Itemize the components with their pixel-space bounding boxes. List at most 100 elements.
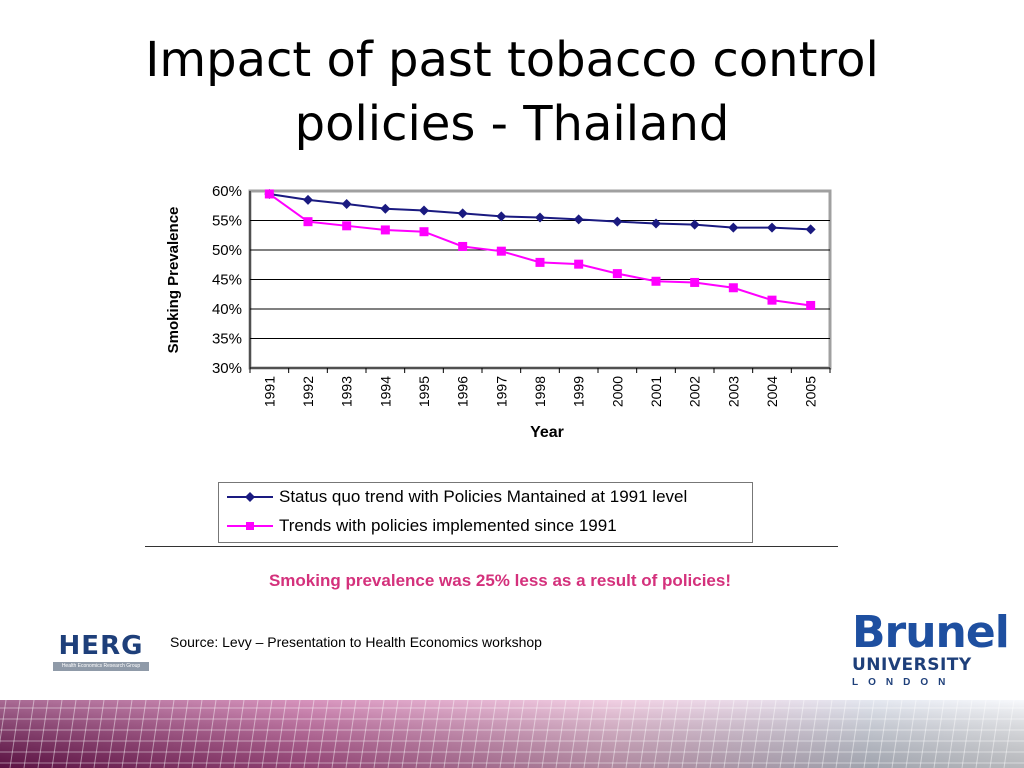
band-grid-line: [485, 700, 497, 768]
band-grid-line: [835, 700, 847, 768]
x-tick-label: 2004: [764, 376, 780, 407]
band-grid-line: [149, 700, 161, 768]
band-grid-line: [359, 700, 371, 768]
band-grid-line: [289, 700, 301, 768]
band-grid-line: [177, 700, 189, 768]
status-quo-point: [651, 218, 661, 229]
band-grid-line: [653, 700, 665, 768]
legend-item-status-quo: Status quo trend with Policies Mantained…: [225, 486, 687, 508]
brunel-logo-word: Brunel: [852, 607, 1010, 658]
band-grid-line: [121, 700, 133, 768]
policies-point: [767, 295, 777, 305]
series-markers: [264, 188, 816, 310]
band-grid-line: [975, 700, 987, 768]
band-grid-line: [849, 700, 861, 768]
band-grid-line: [695, 700, 707, 768]
policies-point: [264, 189, 274, 199]
band-grid-line: [471, 700, 483, 768]
policies-point: [342, 221, 352, 231]
y-tick-label: 55%: [212, 213, 242, 230]
band-grid-line: [415, 700, 427, 768]
status-quo-point: [419, 205, 429, 216]
brunel-university-logo: Brunel UNIVERSITY LONDON: [848, 608, 1010, 690]
y-axis-label: Smoking Prevalence: [165, 207, 182, 354]
band-grid-line: [611, 700, 623, 768]
band-grid-line: [9, 700, 21, 768]
policies-point: [380, 225, 390, 235]
legend-item-policies: Trends with policies implemented since 1…: [225, 515, 617, 537]
band-grid-line: [807, 700, 819, 768]
policies-point: [690, 277, 700, 287]
policies-point: [806, 300, 816, 310]
status-quo-point: [728, 222, 739, 233]
band-grid-line: [681, 700, 693, 768]
status-quo-point: [612, 216, 623, 227]
policies-point: [496, 246, 506, 256]
legend-diamond-marker-icon: [227, 492, 273, 502]
herg-logo-word: HERG: [58, 631, 144, 661]
band-grid-line: [93, 700, 105, 768]
decorative-footer-band: [0, 700, 1024, 768]
band-grid-line: [233, 700, 245, 768]
band-grid-line: [373, 700, 385, 768]
band-grid-line: [457, 700, 469, 768]
band-grid-line: [191, 700, 203, 768]
policies-point: [651, 276, 661, 286]
band-grid-line: [667, 700, 679, 768]
axes: [249, 191, 831, 373]
band-grid-line: [429, 700, 441, 768]
band-grid-line: [625, 700, 637, 768]
band-grid-line: [793, 700, 805, 768]
band-grid-line: [751, 700, 763, 768]
band-grid-line: [303, 700, 315, 768]
x-tick-label: 1994: [377, 376, 393, 407]
band-grid-line: [65, 700, 77, 768]
band-grid-line: [877, 700, 889, 768]
band-grid-line: [821, 700, 833, 768]
band-grid-line: [961, 700, 973, 768]
policies-point: [574, 259, 584, 269]
band-grid-line: [219, 700, 231, 768]
herg-logo-subtitle: Health Economics Research Group: [53, 662, 149, 671]
x-tick-label: 1998: [532, 376, 548, 407]
y-tick-label: 50%: [212, 242, 242, 259]
band-grid-line: [317, 700, 329, 768]
band-grid-line: [527, 700, 539, 768]
callout-text: Smoking prevalence was 25% less as a res…: [268, 571, 732, 590]
band-grid-line: [891, 700, 903, 768]
band-grid-line: [163, 700, 175, 768]
x-tick-label: 1991: [261, 376, 277, 407]
band-grid-line: [23, 700, 35, 768]
band-grid-line: [919, 700, 931, 768]
legend-square-marker-icon: [227, 522, 273, 530]
slide-title-line-1: Impact of past tobacco control: [145, 32, 879, 88]
divider-line: [145, 546, 838, 547]
chart-legend: Status quo trend with Policies Mantained…: [218, 482, 753, 543]
y-tick-labels: 30% 35% 40% 45% 50% 55% 60%: [212, 183, 242, 377]
y-tick-label: 40%: [212, 301, 242, 318]
y-tick-label: 30%: [212, 360, 242, 377]
band-grid-line: [331, 700, 343, 768]
band-grid-line: [401, 700, 413, 768]
smoking-prevalence-chart: 30%35%40%45%50%55%60% 1991 1992 1993 1994 19…: [165, 183, 832, 441]
band-grid-line: [387, 700, 399, 768]
x-tick-label: 2005: [803, 376, 819, 407]
policies-point: [303, 217, 313, 227]
band-grid-line: [569, 700, 581, 768]
band-grid-line: [639, 700, 651, 768]
policies-point: [458, 241, 468, 251]
x-tick-labels: 1991 1992 1993 1994 1995 1996 1997 1998 1999 2000…: [261, 376, 818, 407]
band-grid-line: [933, 700, 945, 768]
band-grid-line: [1003, 700, 1015, 768]
band-grid-line: [443, 700, 455, 768]
band-grid-line: [275, 700, 287, 768]
policies-point: [612, 269, 622, 279]
status-quo-point: [805, 224, 816, 235]
x-tick-label: 2003: [725, 376, 741, 407]
status-quo-point: [767, 222, 777, 233]
x-tick-label: 2000: [609, 376, 625, 407]
slide-title: Impact of past tobacco control policies …: [0, 28, 1024, 156]
band-grid-line: [583, 700, 595, 768]
band-grid-line: [37, 700, 49, 768]
brunel-logo-city: LONDON: [852, 677, 956, 688]
